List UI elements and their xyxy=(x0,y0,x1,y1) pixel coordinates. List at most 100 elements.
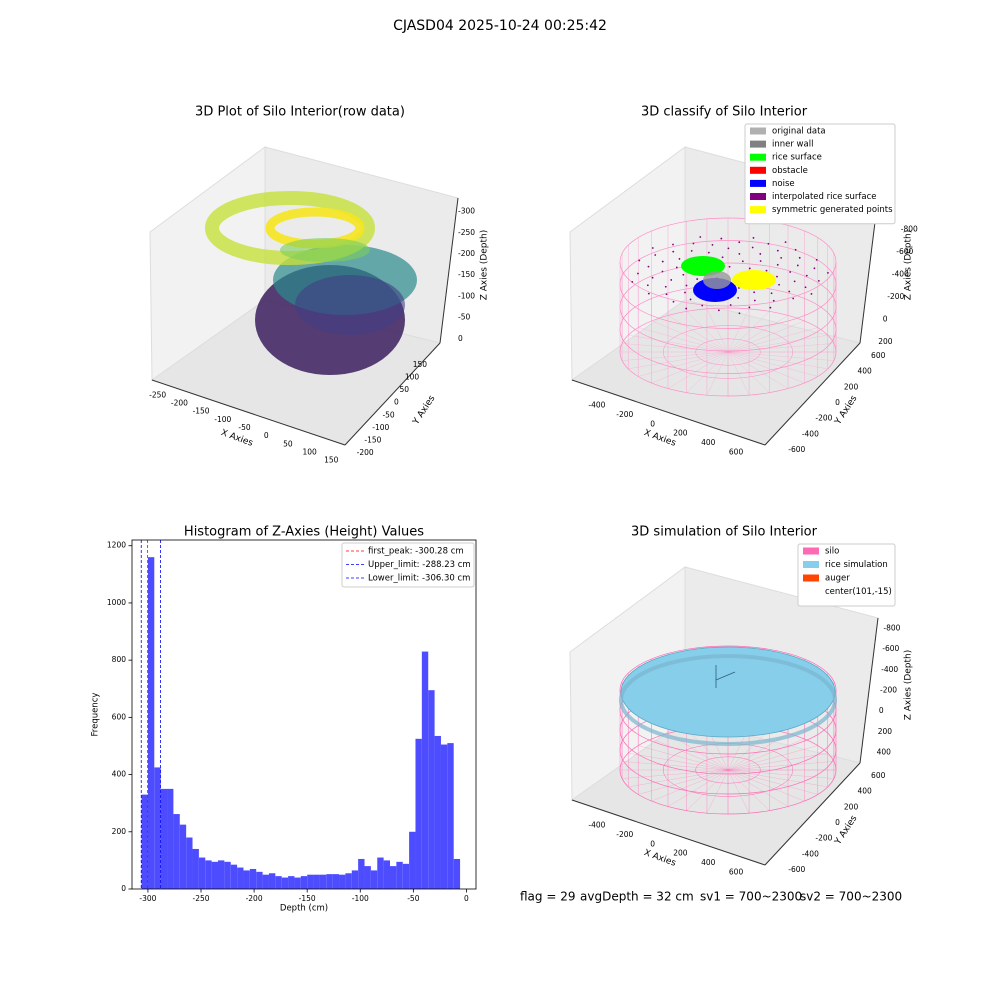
inner-point xyxy=(810,293,813,295)
bar xyxy=(434,735,441,889)
z-tick-label: -800 xyxy=(883,623,900,632)
y-axis-label: Frequency xyxy=(91,693,101,737)
y-tick-label: 400 xyxy=(857,787,872,796)
bar xyxy=(275,876,282,889)
inner-point xyxy=(753,299,756,302)
y-tick-label: 200 xyxy=(844,802,859,811)
silo-wire xyxy=(628,334,729,353)
silo-wire xyxy=(686,311,729,353)
y-tick-label: 150 xyxy=(413,360,428,369)
silo-ring xyxy=(662,325,794,379)
legend-swatch xyxy=(750,179,766,187)
bar xyxy=(307,874,314,889)
legend: original data inner wall rice surface obsta… xyxy=(744,123,896,225)
inner-point xyxy=(699,236,702,238)
silo-wire xyxy=(727,729,770,771)
x-tick-label: 600 xyxy=(729,447,744,456)
inner-point xyxy=(765,269,768,272)
inner-point xyxy=(796,264,799,267)
legend-label: obstacle xyxy=(772,166,808,176)
inner-point xyxy=(827,271,829,274)
legend: silo rice simulation auger center(101,-15) xyxy=(797,543,896,607)
bar xyxy=(351,870,359,889)
inner-point xyxy=(720,237,723,240)
bar xyxy=(313,874,320,889)
figure-title: CJASD04 2025-10-24 00:25:42 xyxy=(393,18,607,34)
axis-line xyxy=(344,342,441,446)
silo-wire xyxy=(727,351,789,389)
legend-swatch xyxy=(750,193,766,200)
x-axis-label: Depth (cm) xyxy=(280,904,328,914)
y-tick-label: 0 xyxy=(835,398,840,407)
z-tick-label: -50 xyxy=(458,313,470,322)
silo-wire xyxy=(727,769,770,811)
y-tick-label: -150 xyxy=(364,435,381,444)
axis-line xyxy=(764,762,861,866)
point-cloud xyxy=(205,191,417,375)
bar xyxy=(440,744,448,889)
legend-box xyxy=(797,543,896,607)
legend-label: center(101,-15) xyxy=(825,587,892,597)
bar xyxy=(288,876,295,889)
inner-point xyxy=(794,248,797,251)
inner-point xyxy=(778,283,780,286)
bar xyxy=(205,860,212,889)
inner-point xyxy=(661,260,664,263)
x-tick-label: 150 xyxy=(324,456,339,465)
inner-point xyxy=(665,293,668,296)
inner-point xyxy=(776,275,778,278)
status-text: flag = 29 xyxy=(520,890,575,904)
bar xyxy=(364,866,371,889)
z-tick-label: -600 xyxy=(896,247,913,256)
axis-line xyxy=(859,617,879,764)
silo-wire xyxy=(686,769,729,811)
silo-wire xyxy=(686,729,729,771)
bar xyxy=(345,873,352,889)
bar xyxy=(154,767,161,889)
silo-wire xyxy=(727,769,828,788)
y-tick-label: 0 xyxy=(835,818,840,827)
legend-label: noise xyxy=(772,179,795,189)
bar xyxy=(447,743,454,889)
bar xyxy=(192,848,199,889)
y-tick-label: 600 xyxy=(112,712,127,721)
inner-point xyxy=(727,247,730,250)
y-tick-label: 1200 xyxy=(107,541,126,550)
silo-wire xyxy=(651,769,729,802)
bar xyxy=(332,874,340,889)
x-tick-label: -200 xyxy=(616,410,633,419)
x-tick-label: -250 xyxy=(192,894,209,903)
legend-label: silo xyxy=(825,547,839,557)
axis-line xyxy=(439,197,459,344)
classify-cloud xyxy=(619,217,837,397)
z-tick-label: 0 xyxy=(883,314,888,323)
axis-line xyxy=(151,379,346,446)
inner-point xyxy=(690,249,693,252)
inner-point xyxy=(798,256,801,259)
silo-wire xyxy=(727,351,770,393)
inner-point xyxy=(738,252,741,255)
inner-point xyxy=(767,242,770,245)
chart-title: 3D classify of Silo Interior xyxy=(641,105,808,120)
silo-wire xyxy=(727,769,805,802)
inner-point xyxy=(707,251,710,254)
x-tick-label: -200 xyxy=(616,830,633,839)
inner-point xyxy=(685,284,688,287)
inner-point xyxy=(696,278,699,280)
x-tick-label: 200 xyxy=(673,849,688,858)
silo-wire xyxy=(638,745,729,771)
silo-wire xyxy=(727,311,770,353)
bar xyxy=(390,866,397,889)
silo-ring xyxy=(619,217,837,307)
inner-point xyxy=(770,292,773,295)
y-tick-label: 200 xyxy=(112,827,127,836)
legend-label: original data xyxy=(772,127,826,137)
z-tick-label: 200 xyxy=(878,337,893,346)
axis-line xyxy=(571,379,766,446)
x-tick-label: -400 xyxy=(588,401,605,410)
inner-point xyxy=(769,306,772,309)
inner-point xyxy=(711,243,714,246)
legend-label: interpolated rice surface xyxy=(772,192,877,202)
y-tick-label: -400 xyxy=(802,429,819,438)
rice-surface-side xyxy=(619,654,837,746)
